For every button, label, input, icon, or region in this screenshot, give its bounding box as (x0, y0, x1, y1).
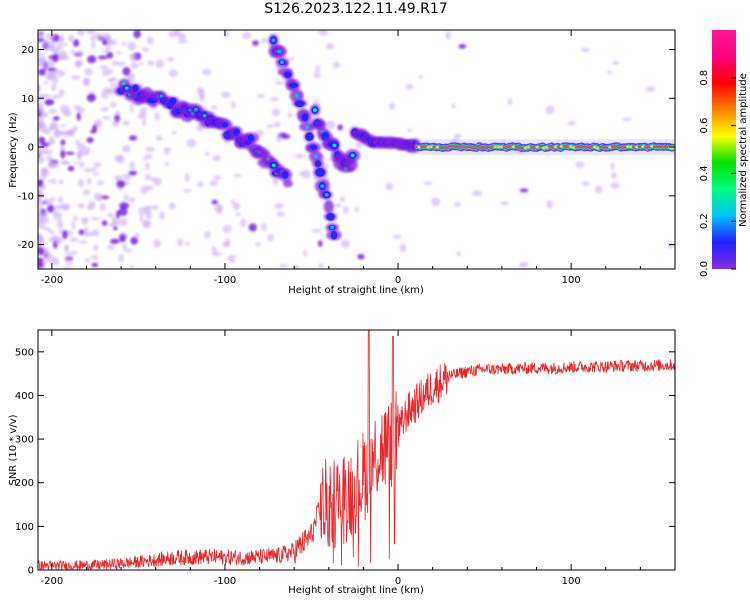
spectrogram-ytick-label: -10 (18, 191, 34, 202)
snr-plot-area (38, 330, 675, 570)
snr-frame (37, 329, 676, 571)
colorbar-tick-label: 0.0 (699, 261, 710, 277)
snr-ytick-label: 500 (15, 347, 34, 358)
spectrogram-halo (415, 139, 675, 155)
spectrogram-track (268, 33, 342, 241)
spectrogram-track (349, 126, 675, 154)
snr-ylabel: SNR (10 * v/v) (8, 414, 19, 485)
snr-ytick-label: 200 (15, 478, 34, 489)
snr-ytick-label: 400 (15, 391, 34, 402)
colorbar: 0.0 0.2 0.4 0.6 0.8 Normalized spectral ampl… (699, 30, 749, 277)
spectrogram-ytick-label: 10 (21, 94, 34, 105)
spectrogram-xtick-label: -200 (40, 275, 63, 286)
snr-ytick-label: 300 (15, 435, 34, 446)
spectrogram-frame (37, 29, 676, 270)
snr-xtick-label: -200 (40, 576, 63, 587)
spectrogram-ytick-label: 20 (21, 45, 34, 56)
spectrogram-xtick-label: 100 (562, 275, 581, 286)
snr-panel: -200 -100 0 100 0 100 200 300 400 500 Height of s… (8, 329, 676, 596)
chart-title: S126.2023.122.11.49.R17 (264, 1, 448, 17)
snr-series-line (38, 330, 675, 570)
colorbar-gradient (712, 30, 736, 269)
spectrogram-speckle (38, 30, 674, 269)
snr-xtick-label: 100 (562, 576, 581, 587)
snr-xlabel: Height of straight line (km) (288, 585, 424, 596)
snr-ytick-label: 100 (15, 522, 34, 533)
spectrogram-xtick-label: 0 (395, 275, 401, 286)
snr-xtick-label: 0 (395, 576, 401, 587)
spectrogram-xlabel: Height of straight line (km) (288, 285, 424, 296)
colorbar-tick-label: 0.2 (699, 213, 710, 229)
colorbar-tick-label: 0.8 (699, 70, 710, 86)
spectrogram-ytick-label: 0 (28, 143, 34, 154)
snr-axes: -200 -100 0 100 0 100 200 300 400 500 (15, 330, 676, 587)
colorbar-tick-label: 0.4 (699, 165, 710, 181)
snr-ytick-label: 0 (28, 566, 34, 577)
spectrogram-plot-area (38, 30, 675, 269)
colorbar-tick-label: 0.6 (699, 118, 710, 134)
spectrogram-ylabel: Frequency (Hz) (8, 112, 19, 188)
spectrogram-track (309, 104, 361, 173)
spectrogram-ytick-label: -20 (18, 240, 34, 251)
colorbar-ticks: 0.0 0.2 0.4 0.6 0.8 (699, 70, 736, 277)
spectrogram-track (114, 78, 293, 188)
spectrogram-xtick-label: -100 (214, 275, 237, 286)
snr-xtick-label: -100 (214, 576, 237, 587)
colorbar-label: Normalized spectral amplitude (738, 73, 749, 227)
